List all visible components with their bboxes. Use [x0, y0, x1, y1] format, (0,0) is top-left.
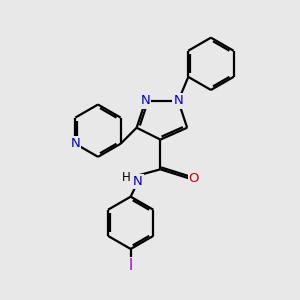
- Text: O: O: [189, 172, 199, 185]
- Text: N: N: [133, 175, 143, 188]
- Text: N: N: [141, 94, 150, 107]
- Text: H: H: [122, 171, 130, 184]
- Text: I: I: [129, 258, 133, 273]
- Text: N: N: [70, 137, 80, 150]
- Text: N: N: [173, 94, 183, 107]
